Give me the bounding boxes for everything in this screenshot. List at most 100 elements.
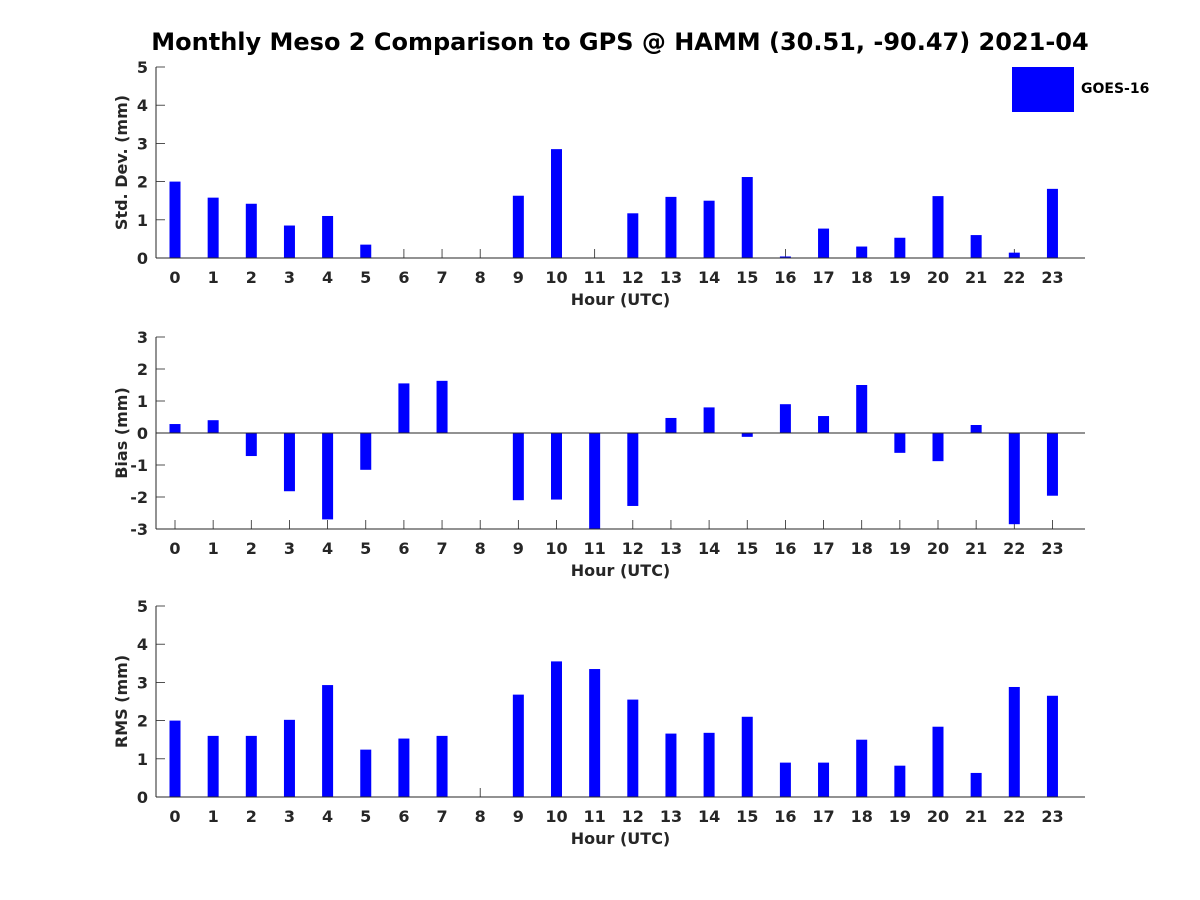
x-tick-label: 22 bbox=[1003, 539, 1025, 558]
x-tick-label: 23 bbox=[1041, 539, 1063, 558]
x-tick-label: 16 bbox=[774, 268, 796, 287]
bar-19 bbox=[894, 237, 906, 258]
bar-18 bbox=[856, 246, 868, 258]
bar-11 bbox=[589, 669, 601, 797]
bar-0 bbox=[169, 424, 181, 433]
x-tick-label: 22 bbox=[1003, 268, 1025, 287]
bar-16 bbox=[779, 404, 791, 433]
bar-0 bbox=[169, 720, 181, 797]
bar-6 bbox=[398, 738, 410, 797]
x-tick-label: 19 bbox=[889, 268, 911, 287]
bar-20 bbox=[932, 196, 944, 258]
bar-5 bbox=[360, 433, 372, 470]
x-tick-label: 9 bbox=[513, 268, 524, 287]
y-tick-label: 3 bbox=[137, 134, 148, 153]
x-tick-label: 12 bbox=[622, 539, 644, 558]
x-axis-label: Hour (UTC) bbox=[571, 290, 671, 309]
x-tick-label: 6 bbox=[398, 539, 409, 558]
bar-1 bbox=[207, 197, 219, 258]
x-tick-label: 2 bbox=[246, 268, 257, 287]
x-tick-label: 10 bbox=[545, 268, 567, 287]
x-tick-label: 3 bbox=[284, 268, 295, 287]
bar-21 bbox=[970, 772, 982, 797]
x-tick-label: 5 bbox=[360, 539, 371, 558]
bar-17 bbox=[818, 416, 830, 433]
bar-12 bbox=[627, 433, 639, 506]
x-tick-label: 7 bbox=[436, 268, 447, 287]
bar-17 bbox=[818, 762, 830, 797]
x-tick-label: 10 bbox=[545, 807, 567, 826]
bar-11 bbox=[589, 433, 601, 529]
x-tick-label: 2 bbox=[246, 539, 257, 558]
x-tick-label: 3 bbox=[284, 539, 295, 558]
x-tick-label: 0 bbox=[169, 268, 180, 287]
bar-5 bbox=[360, 244, 372, 258]
x-tick-label: 15 bbox=[736, 268, 758, 287]
bar-10 bbox=[551, 433, 562, 500]
x-tick-label: 18 bbox=[851, 268, 873, 287]
x-tick-label: 6 bbox=[398, 807, 409, 826]
x-tick-label: 7 bbox=[436, 807, 447, 826]
legend-label: GOES-16 bbox=[1081, 81, 1150, 97]
x-tick-label: 11 bbox=[584, 539, 606, 558]
x-tick-label: 11 bbox=[584, 268, 606, 287]
y-tick-label: 1 bbox=[137, 392, 148, 411]
bar-13 bbox=[665, 733, 677, 797]
x-tick-label: 6 bbox=[398, 268, 409, 287]
bar-4 bbox=[322, 685, 334, 797]
x-tick-label: 11 bbox=[584, 807, 606, 826]
bar-19 bbox=[894, 433, 906, 453]
bar-9 bbox=[512, 195, 524, 258]
x-tick-label: 12 bbox=[622, 268, 644, 287]
x-tick-label: 8 bbox=[475, 268, 486, 287]
bar-2 bbox=[245, 735, 257, 797]
bar-21 bbox=[970, 425, 982, 433]
x-axis-label: Hour (UTC) bbox=[571, 561, 671, 580]
bar-15 bbox=[741, 177, 753, 258]
y-tick-label: 2 bbox=[137, 360, 148, 379]
legend: GOES-16 bbox=[1012, 67, 1162, 112]
figure-title: Monthly Meso 2 Comparison to GPS @ HAMM … bbox=[151, 28, 1089, 56]
x-tick-label: 17 bbox=[812, 539, 834, 558]
x-tick-label: 3 bbox=[284, 807, 295, 826]
bar-18 bbox=[856, 739, 868, 797]
bar-3 bbox=[283, 433, 295, 492]
bar-13 bbox=[665, 417, 677, 433]
bar-9 bbox=[512, 694, 524, 797]
bar-15 bbox=[741, 433, 753, 437]
x-tick-label: 21 bbox=[965, 807, 987, 826]
x-tick-label: 8 bbox=[475, 807, 486, 826]
x-tick-label: 20 bbox=[927, 268, 949, 287]
bar-4 bbox=[322, 215, 334, 258]
x-tick-label: 10 bbox=[545, 539, 567, 558]
y-tick-label: 0 bbox=[137, 249, 148, 268]
x-tick-label: 16 bbox=[774, 539, 796, 558]
x-tick-label: 9 bbox=[513, 539, 524, 558]
x-tick-label: 19 bbox=[889, 539, 911, 558]
bar-2 bbox=[245, 433, 257, 457]
bar-21 bbox=[970, 235, 982, 258]
x-tick-label: 7 bbox=[436, 539, 447, 558]
bar-17 bbox=[818, 228, 830, 258]
bar-22 bbox=[1008, 252, 1020, 258]
x-tick-label: 18 bbox=[851, 807, 873, 826]
bar-16 bbox=[779, 256, 791, 258]
y-axis-label: RMS (mm) bbox=[112, 655, 131, 748]
y-tick-label: 1 bbox=[137, 211, 148, 230]
x-tick-label: 0 bbox=[169, 539, 180, 558]
y-tick-label: 3 bbox=[137, 673, 148, 692]
x-tick-label: 23 bbox=[1041, 268, 1063, 287]
x-tick-label: 14 bbox=[698, 268, 720, 287]
x-axis-label: Hour (UTC) bbox=[571, 829, 671, 848]
y-tick-label: 0 bbox=[137, 424, 148, 443]
legend-swatch bbox=[1012, 67, 1074, 112]
x-tick-label: 14 bbox=[698, 807, 720, 826]
y-tick-label: 5 bbox=[137, 597, 148, 616]
x-tick-label: 21 bbox=[965, 268, 987, 287]
bar-14 bbox=[703, 732, 715, 797]
y-tick-label: 2 bbox=[137, 173, 148, 192]
x-tick-label: 5 bbox=[360, 807, 371, 826]
bar-3 bbox=[283, 225, 295, 258]
bar-18 bbox=[856, 385, 868, 433]
bar-7 bbox=[436, 380, 448, 433]
